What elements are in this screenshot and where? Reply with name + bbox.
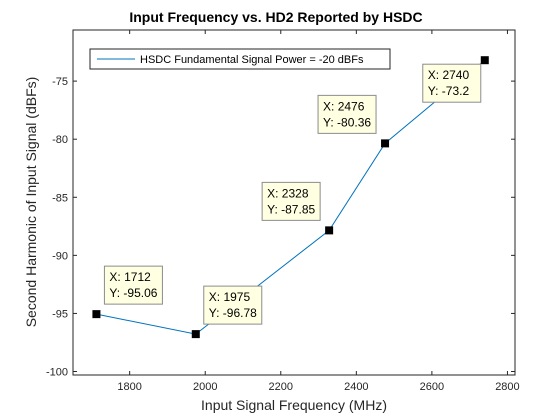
datatip-x-label: X: 2476 (323, 99, 365, 113)
data-point-marker (480, 56, 489, 65)
axis-ticks: 1800 2000 2200 2400 2600 2800 -100 -95 -90 -85 -80… (46, 30, 520, 393)
data-point-marker (191, 330, 200, 339)
datatip-x-label: X: 1712 (109, 270, 151, 284)
x-tick-label: 2800 (495, 381, 519, 393)
datatip-y-label: Y: -96.78 (209, 306, 257, 320)
legend-box (89, 48, 391, 70)
legend: HSDC Fundamental Signal Power = -20 dBFs (89, 48, 391, 70)
y-axis-label: Second Harmonic of Input Signal (dBFs) (23, 77, 39, 328)
datatip-y-label: Y: -87.85 (267, 202, 315, 216)
x-tick-label: 1800 (117, 381, 141, 393)
datatip-y-label: Y: -73.2 (428, 84, 470, 98)
x-tick-label: 2000 (193, 381, 217, 393)
datatip-x-label: X: 2740 (428, 68, 470, 82)
datatip-box (103, 265, 163, 305)
datatip-y-label: Y: -95.06 (109, 286, 157, 300)
datatip-y-label: Y: -80.36 (323, 115, 371, 129)
datatip-box (261, 181, 321, 221)
datatip-box (317, 94, 377, 134)
datatip: X: 2740 Y: -73.2 (422, 63, 482, 103)
legend-entry-label: HSDC Fundamental Signal Power = -20 dBFs (140, 54, 364, 66)
x-axis-label: Input Signal Frequency (MHz) (201, 397, 387, 413)
y-tick-label: -95 (52, 308, 68, 320)
data-point-marker (92, 310, 101, 319)
datatip-x-label: X: 2328 (267, 186, 309, 200)
datatip: X: 1712 Y: -95.06 (103, 265, 163, 305)
datatip: X: 2328 Y: -87.85 (261, 181, 321, 221)
y-tick-label: -100 (46, 367, 68, 379)
datatip-box (422, 63, 482, 103)
chart-title: Input Frequency vs. HD2 Reported by HSDC (129, 9, 422, 25)
datatip-box (203, 285, 263, 325)
series-layer (92, 56, 489, 339)
datatips: X: 1712 Y: -95.06 X: 1975 Y: -96.78 X: 2328 Y… (103, 63, 482, 325)
data-point-marker (325, 226, 334, 235)
y-tick-label: -80 (52, 134, 68, 146)
x-tick-label: 2600 (420, 381, 444, 393)
y-tick-label: -75 (52, 76, 68, 88)
datatip-x-label: X: 1975 (209, 290, 251, 304)
y-tick-label: -90 (52, 250, 68, 262)
y-tick-label: -85 (52, 192, 68, 204)
datatip: X: 1975 Y: -96.78 (203, 285, 263, 325)
x-tick-label: 2400 (344, 381, 368, 393)
data-point-marker (381, 139, 390, 148)
datatip: X: 2476 Y: -80.36 (317, 94, 377, 134)
x-tick-label: 2200 (269, 381, 293, 393)
